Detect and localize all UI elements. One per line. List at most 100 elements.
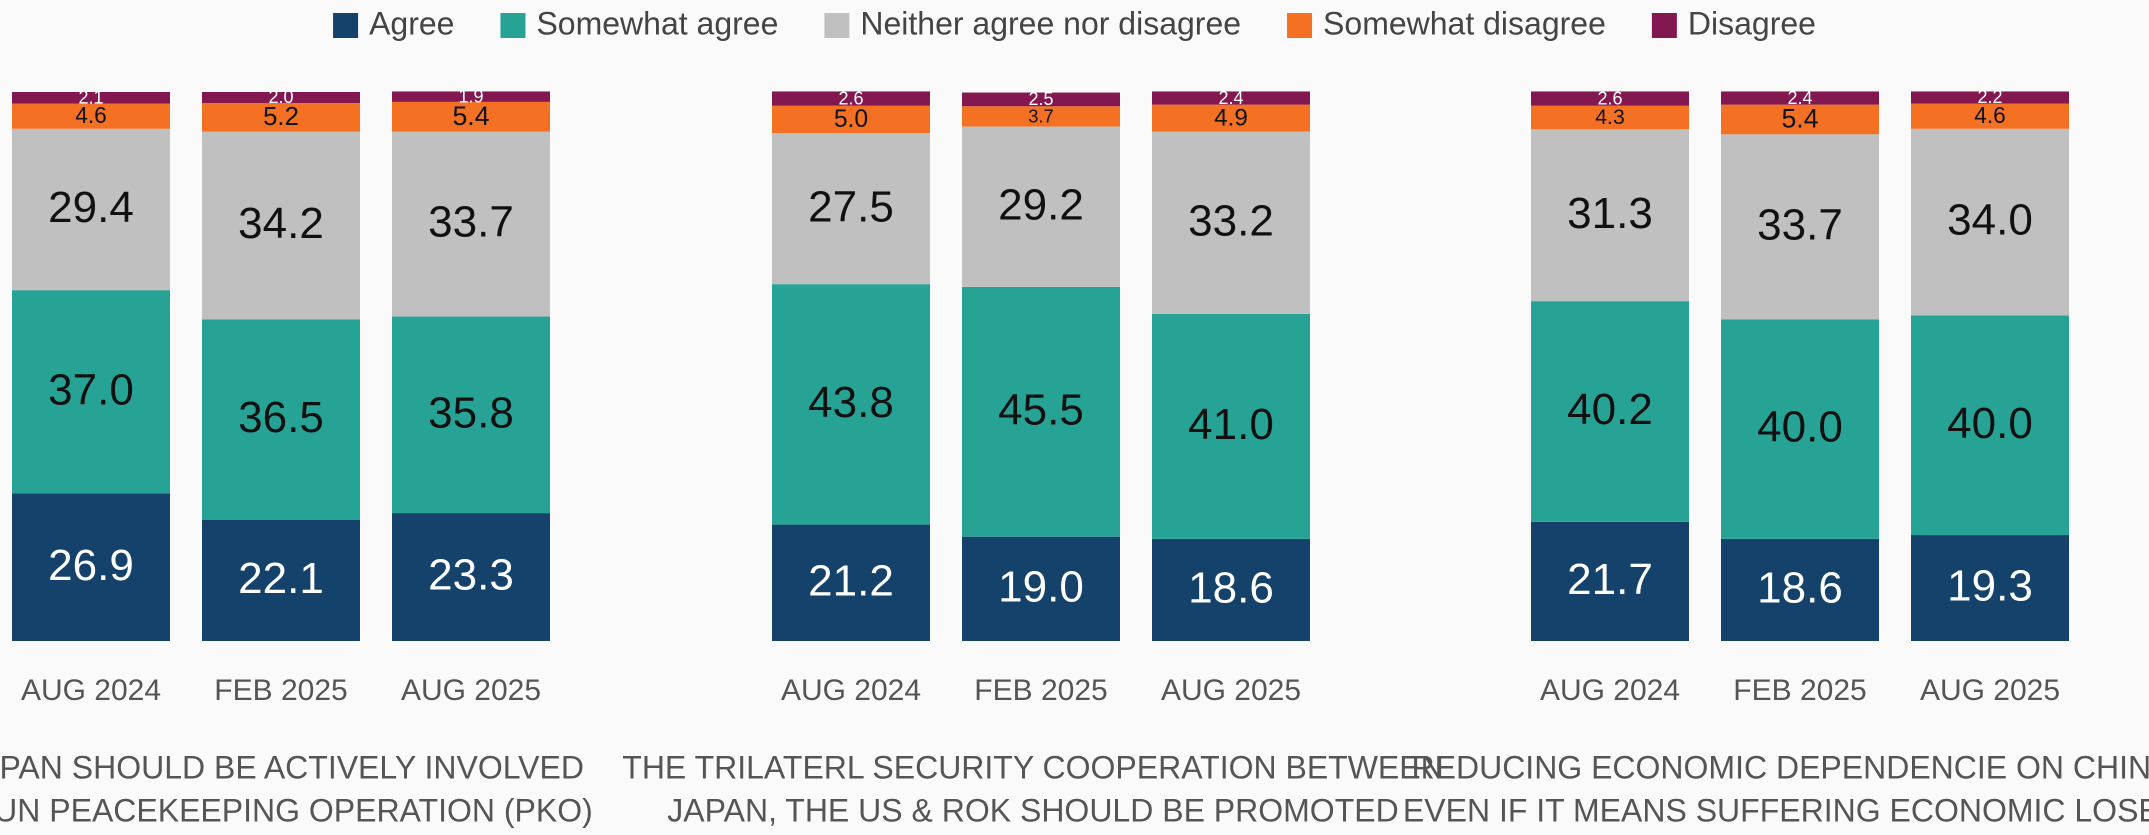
bar-segment [202, 519, 360, 641]
bar-segment [202, 131, 360, 320]
bar-segment [1152, 313, 1310, 539]
bar-segment [1721, 538, 1879, 641]
data-label: 26.9 [48, 541, 134, 590]
bar-segment [772, 91, 930, 106]
bar-segment [1721, 91, 1879, 105]
bar-segment [1152, 104, 1310, 132]
x-tick-label: FEB 2025 [974, 674, 1107, 707]
data-label: 33.2 [1188, 196, 1274, 245]
legend-swatch [824, 13, 850, 38]
bar-segment [1531, 521, 1689, 641]
x-tick-label: AUG 2024 [21, 674, 161, 707]
data-label: 40.0 [1757, 403, 1843, 452]
data-label: 2.2 [1977, 87, 2002, 107]
x-tick-label: FEB 2025 [1733, 674, 1866, 707]
bar-segment [1911, 315, 2069, 536]
bar-segment [962, 92, 1120, 107]
legend-item: Somewhat agree [500, 5, 778, 41]
data-label: 5.0 [834, 106, 868, 133]
data-label: 19.3 [1947, 562, 2033, 611]
chart-title: THE TRILATERL SECURITY COOPERATION BETWE… [622, 749, 1443, 785]
bar-segment [202, 102, 360, 132]
bar-segment [1531, 129, 1689, 302]
bar-segment [1911, 91, 2069, 104]
bar-segment [1531, 105, 1689, 130]
bar-segment [392, 513, 550, 641]
bar-segment [772, 284, 930, 525]
legend-label: Agree [369, 5, 454, 41]
data-label: 5.2 [263, 103, 299, 131]
x-tick-label: FEB 2025 [214, 674, 347, 707]
legend-swatch [500, 13, 526, 38]
data-label: 2.0 [268, 87, 293, 107]
data-label: 36.5 [238, 393, 324, 442]
bar-segment [772, 524, 930, 641]
data-label: 35.8 [428, 388, 514, 437]
bar-segment [1152, 91, 1310, 105]
data-label: 1.9 [458, 86, 483, 106]
data-label: 4.3 [1595, 105, 1625, 129]
bar-segment [1911, 535, 2069, 641]
bar-segment [1721, 104, 1879, 135]
bar-segment [12, 92, 170, 104]
legend-swatch [333, 13, 359, 38]
bar-segment [392, 101, 550, 132]
data-label: 18.6 [1188, 564, 1274, 613]
legend-label: Somewhat agree [536, 5, 778, 41]
data-label: 31.3 [1567, 189, 1653, 238]
bar-segment [12, 128, 170, 291]
data-label: 37.0 [48, 365, 134, 414]
legend-item: Disagree [1651, 5, 1816, 41]
data-label: 29.4 [48, 183, 134, 232]
bar-segment [12, 290, 170, 494]
legend-swatch [1287, 13, 1313, 38]
bar-segment [1911, 103, 2069, 129]
x-tick-label: AUG 2025 [1161, 674, 1301, 707]
legend-item: Neither agree nor disagree [824, 5, 1241, 41]
legend: Agree Somewhat agree Neither agree nor dis… [333, 5, 1816, 41]
data-label: 34.2 [238, 199, 324, 248]
data-label: 33.7 [428, 198, 514, 247]
data-label: 18.6 [1757, 564, 1843, 613]
legend-label: Disagree [1688, 5, 1816, 41]
data-label: 4.6 [1974, 102, 2006, 128]
data-label: 29.2 [998, 180, 1084, 229]
data-label: 45.5 [998, 385, 1084, 434]
bar-segment [1721, 134, 1879, 320]
legend-swatch [1651, 13, 1677, 38]
data-label: 2.6 [1597, 88, 1622, 108]
bar-segment [392, 131, 550, 317]
data-label: 34.0 [1947, 196, 2033, 245]
x-tick-label: AUG 2024 [781, 674, 921, 707]
data-label: 2.1 [78, 88, 103, 108]
data-label: 22.1 [238, 554, 324, 603]
bar-segment [1152, 131, 1310, 314]
bar-segment [12, 493, 170, 641]
bar-segment [772, 133, 930, 285]
bar-segment [392, 91, 550, 102]
x-tick-label: AUG 2025 [1920, 674, 2060, 707]
data-label: 2.4 [1787, 88, 1812, 108]
bar-segment [962, 536, 1120, 641]
legend-item: Somewhat disagree [1287, 5, 1606, 41]
legend-label: Neither agree nor disagree [860, 5, 1241, 41]
bar-segment [1531, 91, 1689, 106]
data-label: 2.5 [1028, 89, 1053, 109]
chart-title: JAPAN, THE US & ROK SHOULD BE PROMOTED [667, 792, 1398, 828]
x-tick-label: AUG 2025 [401, 674, 541, 707]
bar-segment [202, 92, 360, 103]
bar-segment [1531, 301, 1689, 522]
chart-title: IN UN PEACEKEEPING OPERATION (PKO) [0, 792, 593, 828]
data-label: 2.4 [1218, 88, 1243, 108]
bar-segment [962, 126, 1120, 287]
data-label: 4.9 [1214, 104, 1248, 131]
data-label: 27.5 [808, 182, 894, 231]
bar-segment [772, 105, 930, 134]
data-label: 5.4 [1781, 103, 1818, 133]
data-label: 19.0 [998, 562, 1084, 611]
data-label: 23.3 [428, 551, 514, 600]
legend-item: Agree [333, 5, 454, 41]
bar-segment [202, 319, 360, 520]
data-label: 41.0 [1188, 400, 1274, 449]
